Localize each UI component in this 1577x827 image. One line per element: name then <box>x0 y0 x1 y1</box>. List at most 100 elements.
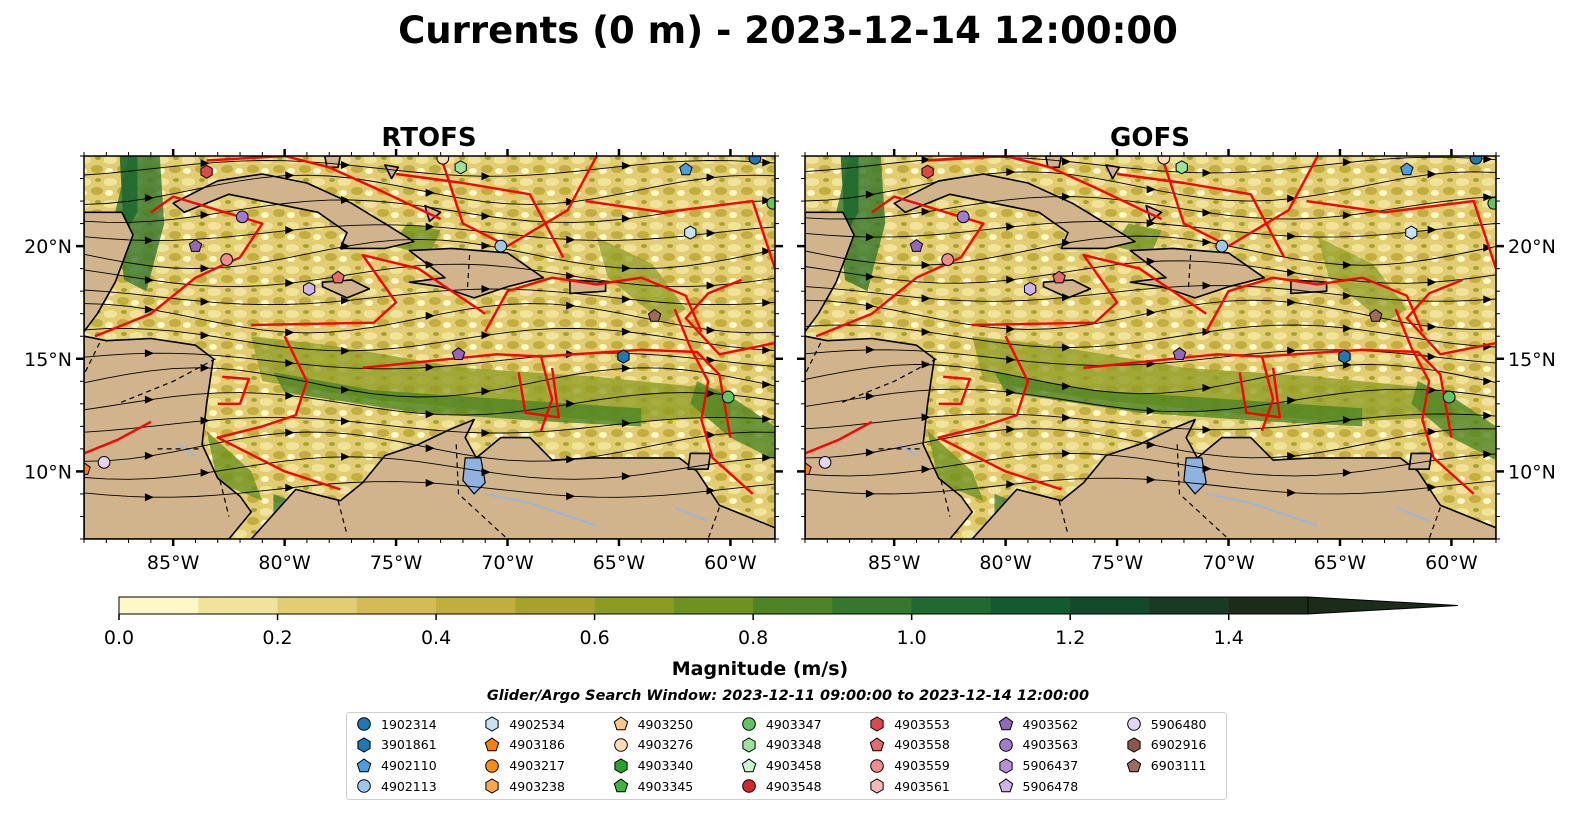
float-marker <box>956 210 970 224</box>
float-marker <box>1175 160 1188 175</box>
streamline <box>805 285 1496 302</box>
search-window-subtitle: Glider/Argo Search Window: 2023-12-11 09… <box>487 688 1089 704</box>
country-border <box>84 342 101 375</box>
x-tick-label: 60°W <box>704 552 757 574</box>
rtofs-map-field <box>84 156 775 539</box>
y-tick-label: 15°N <box>1508 349 1556 371</box>
float-marker <box>1215 239 1229 253</box>
streamline <box>805 156 1496 174</box>
streamline-arrow <box>762 196 772 205</box>
streamline-arrow <box>1202 208 1212 217</box>
streamline <box>84 288 775 306</box>
eez-boundary <box>1306 199 1496 269</box>
streamline-arrow <box>425 363 435 372</box>
streamline-arrow <box>921 156 931 164</box>
streamline-arrow <box>341 385 350 394</box>
streamline-arrow <box>566 197 576 206</box>
float-marker <box>235 210 249 224</box>
eez-boundary <box>1394 308 1475 495</box>
river <box>1206 492 1319 527</box>
streamline-arrow <box>1427 483 1437 492</box>
legend-marker <box>741 757 757 772</box>
pentagon-marker-icon <box>485 737 500 751</box>
streamline-arrow <box>706 389 716 398</box>
legend-entry: 4903561 <box>868 777 950 795</box>
streamline-arrow <box>144 395 154 404</box>
colorbar-bin <box>911 597 992 614</box>
colorbar-tick-label: 0.0 <box>104 627 134 649</box>
float-marker <box>494 239 508 253</box>
legend-label: 4903559 <box>894 758 950 774</box>
current-band <box>251 336 731 422</box>
streamline-arrow <box>1146 308 1156 317</box>
streamline-arrow <box>921 413 931 422</box>
country-border <box>455 444 508 539</box>
jamaica-land <box>321 279 371 299</box>
legend-marker <box>357 717 371 731</box>
streamline-arrow <box>425 311 435 320</box>
streamline-arrow <box>1062 293 1071 302</box>
eez-boundary <box>251 253 486 327</box>
pentagon-marker-icon <box>356 757 372 772</box>
eez-boundary <box>815 195 985 338</box>
legend-label: 4903561 <box>894 778 950 794</box>
streamline-arrow <box>1287 194 1297 203</box>
streamline-arrow <box>1483 295 1493 304</box>
streamline <box>84 238 775 270</box>
legend-entry: 4903217 <box>483 757 565 775</box>
legend-marker <box>1127 737 1141 753</box>
x-tick-label: 70°W <box>481 552 534 574</box>
streamline-arrow <box>285 428 295 437</box>
lake-maracaibo <box>462 457 486 495</box>
hexagon-marker-icon <box>357 737 371 753</box>
legend-label: 4903347 <box>765 716 822 732</box>
float-marker <box>921 164 934 179</box>
streamline-arrow <box>566 455 576 464</box>
circle-marker-icon <box>357 717 371 731</box>
colorbar: 0.0 0.2 0.4 0.6 0.8 1.0 1.2 1.4 <box>104 596 1459 649</box>
streamline-arrow <box>865 489 875 498</box>
eez-boundary <box>585 199 775 269</box>
float-marker <box>1400 162 1414 176</box>
legend-marker <box>356 757 372 772</box>
float-marker <box>1338 349 1351 364</box>
streamline-arrow <box>865 272 875 281</box>
legend-marker <box>357 737 371 753</box>
streamline-arrow <box>1483 377 1493 386</box>
legend-marker <box>869 737 885 751</box>
streamline-arrow <box>200 363 210 372</box>
legend-marker <box>485 778 499 794</box>
streamline-arrow <box>1287 452 1297 460</box>
eez-boundary <box>84 420 152 455</box>
streamline <box>84 160 775 177</box>
streamline-arrow <box>865 190 875 199</box>
streamline-arrow <box>1202 281 1212 290</box>
float-marker <box>1442 390 1456 404</box>
streamline-arrow <box>566 235 576 244</box>
y-tick-label: 20°N <box>24 236 72 258</box>
streamline-arrow <box>1427 427 1437 436</box>
legend-marker <box>870 778 884 794</box>
streamline-arrow <box>706 431 716 439</box>
streamline-arrow <box>762 453 772 462</box>
streamline-arrow <box>1062 343 1071 352</box>
bahamas-land <box>384 164 400 180</box>
streamline-arrow <box>1006 480 1016 489</box>
colorbar-frame <box>118 596 1309 615</box>
legend-marker <box>998 716 1013 731</box>
colorbar-bin <box>1228 597 1309 614</box>
streamline-arrow <box>566 272 576 280</box>
eez-boundary <box>805 420 873 455</box>
streamline-arrow <box>621 472 631 481</box>
streamline-arrow <box>921 328 931 336</box>
float-marker <box>805 462 812 475</box>
country-border <box>1176 444 1229 539</box>
legend-entry: 3901861 <box>355 736 437 754</box>
current-band <box>1317 237 1407 323</box>
legend-marker <box>998 737 1013 752</box>
legend-label: 4903348 <box>765 737 822 753</box>
cuba-land <box>172 173 415 250</box>
gofs-map-frame <box>804 155 1497 540</box>
float-marker <box>1405 225 1418 240</box>
streamline-arrow <box>1062 449 1071 458</box>
